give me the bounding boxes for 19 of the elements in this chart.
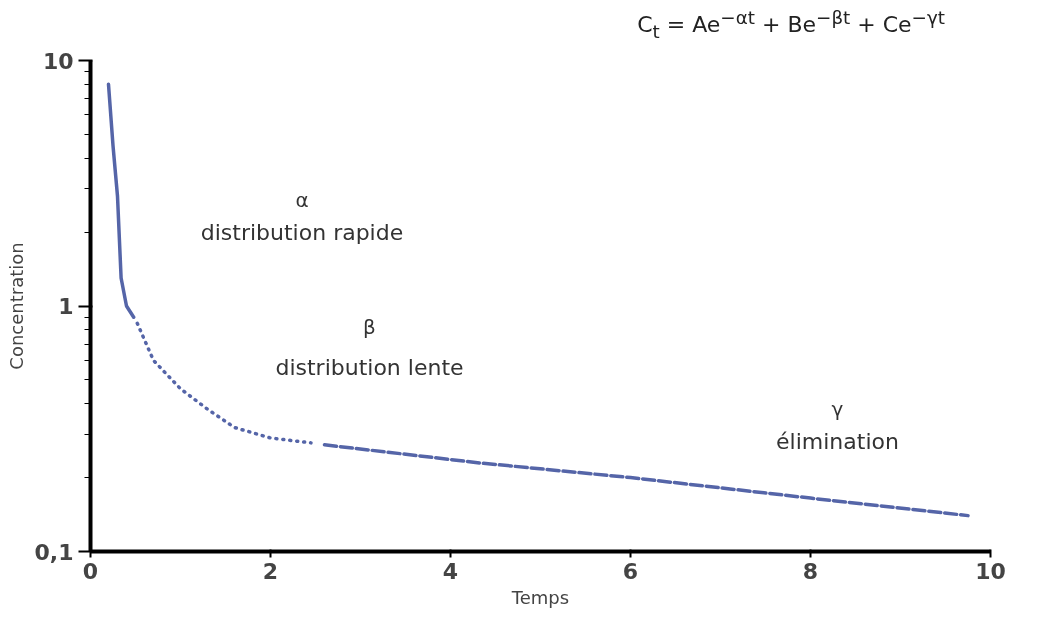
annotation: γ bbox=[831, 397, 844, 422]
x-tick-label: 10 bbox=[975, 558, 1006, 584]
text: C$_{t}$ = Ae$^{−αt}$ + Be$^{−βt}$ + Ce$^{−γt}$ bbox=[637, 6, 945, 44]
x-tick-label: 6 bbox=[622, 558, 639, 584]
x-tick-label: 0 bbox=[82, 558, 99, 584]
y-tick-label: 0,1 bbox=[34, 539, 74, 565]
annotation: élimination bbox=[776, 429, 899, 455]
line-series bbox=[106, 82, 136, 319]
annotation: β bbox=[363, 315, 376, 340]
annotation: distribution rapide bbox=[200, 219, 404, 245]
y-tick-label: 1 bbox=[58, 294, 74, 319]
x-tick-label: 8 bbox=[802, 558, 819, 584]
x-tick-label: 2 bbox=[262, 558, 279, 584]
annotation: distribution lente bbox=[275, 355, 464, 381]
x-tick-label: 4 bbox=[442, 558, 459, 584]
y-axis-title: Concentration bbox=[5, 242, 27, 370]
y-tick-label: 10 bbox=[42, 48, 74, 74]
annotation: α bbox=[295, 188, 309, 213]
x-axis-title: Temps bbox=[510, 586, 570, 608]
